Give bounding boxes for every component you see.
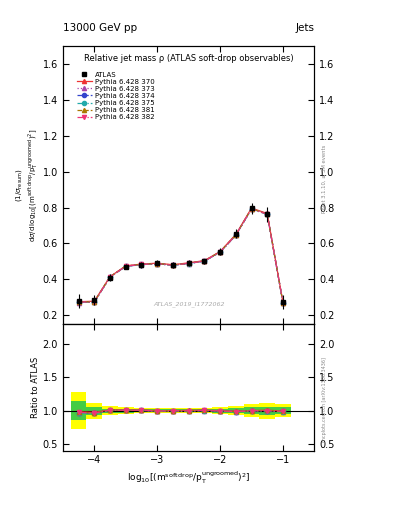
Text: Jets: Jets	[296, 23, 314, 33]
Legend: ATLAS, Pythia 6.428 370, Pythia 6.428 373, Pythia 6.428 374, Pythia 6.428 375, P: ATLAS, Pythia 6.428 370, Pythia 6.428 37…	[74, 69, 157, 123]
Y-axis label: Ratio to ATLAS: Ratio to ATLAS	[31, 357, 40, 418]
Y-axis label: $(1/\sigma_{\rm resum})$
d$\sigma$/d$\,$log$_{10}$[(m$^{\rm soft\,drop}$/p$_{\rm: $(1/\sigma_{\rm resum})$ d$\sigma$/d$\,$…	[15, 129, 40, 242]
Text: 13000 GeV pp: 13000 GeV pp	[63, 23, 137, 33]
X-axis label: log$_{10}$[(m$^{\rm soft\,drop}$/p$_{\rm T}^{\rm ungroomed}$)$^2$]: log$_{10}$[(m$^{\rm soft\,drop}$/p$_{\rm…	[127, 470, 250, 486]
Text: mcplots.cern.ch [arXiv:1306.3436]: mcplots.cern.ch [arXiv:1306.3436]	[322, 357, 327, 442]
Text: Rivet 3.1.10, ≥ 3M events: Rivet 3.1.10, ≥ 3M events	[322, 145, 327, 214]
Text: ATLAS_2019_I1772062: ATLAS_2019_I1772062	[153, 302, 224, 308]
Text: Relative jet mass ρ (ATLAS soft-drop observables): Relative jet mass ρ (ATLAS soft-drop obs…	[84, 54, 294, 63]
